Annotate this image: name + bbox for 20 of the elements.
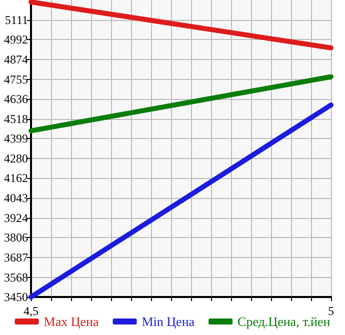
- y-tick-label: 4043: [4, 191, 28, 206]
- legend-label: Сред.Цена, т.йен: [238, 314, 330, 329]
- y-tick-label: 3568: [4, 270, 28, 284]
- y-tick-label: 4755: [4, 72, 28, 86]
- legend-label: Max Цена: [44, 314, 99, 329]
- y-tick-label: 5111: [4, 12, 28, 27]
- y-tick-label: 3450: [4, 290, 28, 304]
- y-tick-label: 4874: [4, 52, 28, 66]
- y-tick-label: 3687: [4, 250, 28, 264]
- x-tick-label: 4,5: [24, 304, 38, 318]
- y-tick-label: 4992: [4, 32, 28, 47]
- y-tick-label: 4518: [4, 112, 28, 126]
- y-tick-label: 4636: [4, 92, 28, 106]
- x-tick-label: 5: [328, 304, 334, 318]
- y-tick-label: 4399: [4, 132, 28, 146]
- y-tick-label: 4162: [4, 171, 28, 186]
- y-tick-label: 4280: [4, 152, 28, 166]
- legend-label: Min Цена: [142, 314, 195, 329]
- y-tick-label: 3924: [4, 210, 28, 225]
- y-tick-label: 3806: [4, 230, 28, 245]
